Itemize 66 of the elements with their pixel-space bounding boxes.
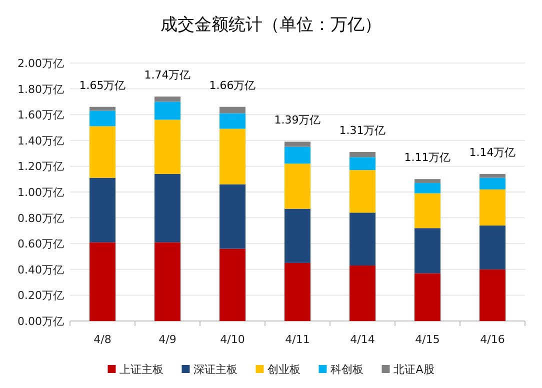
bar [90, 178, 116, 242]
bar [480, 269, 506, 321]
y-tick-label: 2.00万亿 [18, 57, 64, 70]
bar [350, 212, 376, 266]
bar [220, 113, 246, 129]
bar [154, 96, 180, 102]
total-label: 1.39万亿 [274, 114, 321, 127]
x-tick-label: 4/10 [220, 333, 245, 346]
bar [414, 182, 440, 194]
total-label: 1.65万亿 [79, 78, 126, 92]
x-tick-label: 4/9 [158, 333, 176, 346]
bar [220, 128, 246, 184]
legend-label: 深证主板 [194, 363, 238, 376]
bar [220, 106, 246, 114]
bar [284, 262, 310, 321]
bar [414, 179, 440, 183]
bar [284, 146, 310, 164]
y-tick-label: 1.00万亿 [18, 186, 64, 199]
y-tick-label: 1.60万亿 [18, 108, 64, 122]
bar [414, 193, 440, 228]
bar [284, 164, 310, 209]
total-label: 1.11万亿 [404, 151, 451, 164]
bar [154, 174, 180, 242]
bar [350, 152, 376, 158]
bar [414, 228, 440, 274]
y-tick-label: 0.40万亿 [18, 263, 64, 276]
bar [154, 102, 180, 120]
total-label: 1.31万亿 [339, 124, 386, 138]
x-tick-label: 4/16 [480, 333, 505, 346]
chart-title: 成交金额统计（单位：万亿） [160, 15, 382, 35]
y-tick-label: 0.80万亿 [18, 212, 64, 225]
bar [480, 226, 506, 270]
bar [154, 120, 180, 174]
bar [480, 178, 506, 190]
bar [350, 266, 376, 321]
x-tick-label: 4/8 [94, 333, 112, 346]
legend-label: 北证A股 [394, 363, 434, 376]
bar [90, 242, 116, 321]
total-label: 1.14万亿 [469, 146, 516, 159]
y-tick-label: 1.40万亿 [18, 134, 64, 148]
legend-label: 创业板 [268, 363, 301, 376]
bar [350, 157, 376, 170]
y-tick-label: 0.20万亿 [18, 289, 64, 302]
y-tick-label: 1.20万亿 [18, 160, 64, 174]
bar [414, 273, 440, 321]
total-label: 1.74万亿 [144, 68, 191, 82]
bar [154, 242, 180, 321]
x-tick-label: 4/15 [415, 333, 440, 346]
bar [90, 110, 116, 126]
bar [90, 106, 116, 111]
bar [220, 248, 246, 321]
bar [284, 142, 310, 147]
bar [480, 189, 506, 226]
bar [90, 126, 116, 178]
bar [480, 174, 506, 178]
bar [220, 184, 246, 249]
y-tick-label: 0.60万亿 [18, 238, 64, 251]
bar [284, 208, 310, 263]
total-label: 1.66万亿 [209, 78, 256, 92]
x-tick-label: 4/14 [350, 333, 375, 346]
bar [350, 170, 376, 213]
x-tick-label: 4/11 [285, 333, 310, 346]
legend-label: 科创板 [330, 363, 364, 376]
legend-label: 上证主板 [120, 363, 164, 376]
y-tick-label: 1.80万亿 [18, 82, 64, 96]
y-tick-label: 0.00万亿 [18, 315, 64, 328]
